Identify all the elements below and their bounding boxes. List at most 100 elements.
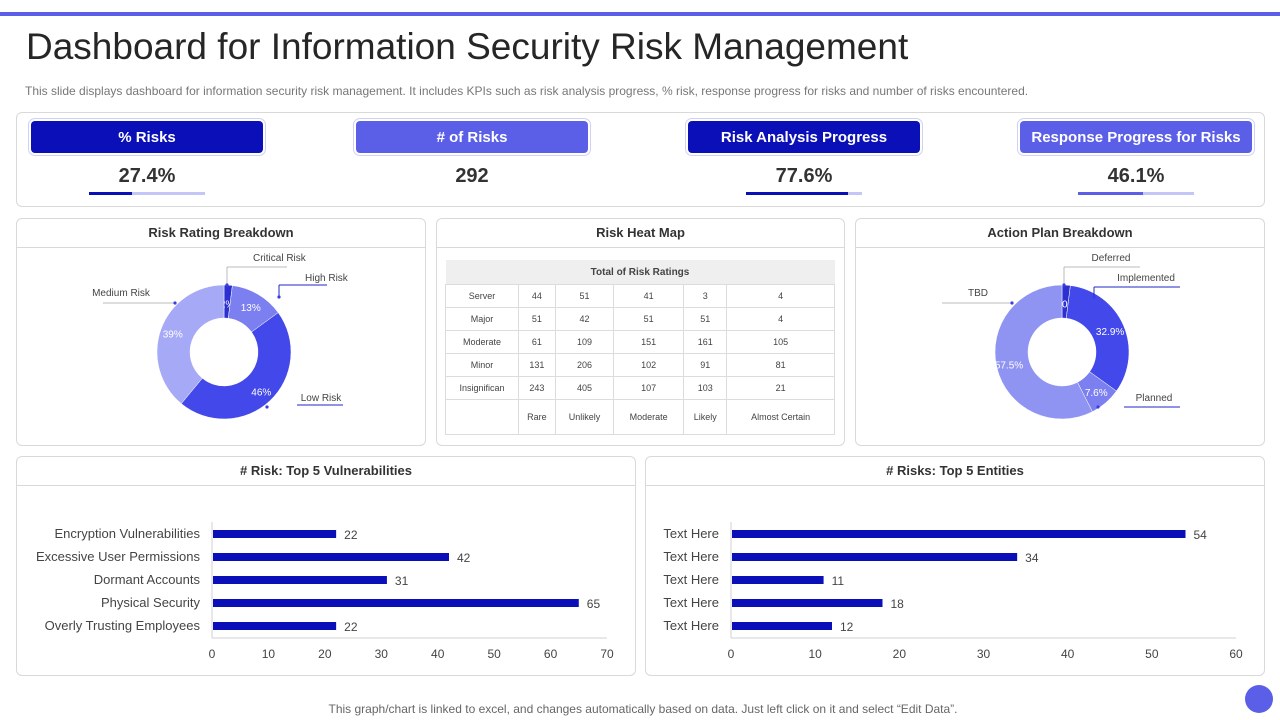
- kpi-number-risks-button[interactable]: # of Risks: [356, 121, 588, 153]
- heat-map-cell-insignifican-likely[interactable]: 103: [683, 376, 728, 400]
- table-row: Moderate 61 109 151 161 105: [445, 330, 835, 354]
- vulnerabilities-category-label: Encryption Vulnerabilities: [55, 526, 201, 541]
- heat-map-cell-minor-almost-certain[interactable]: 81: [726, 353, 835, 377]
- heat-map-cell-insignifican-moderate[interactable]: 107: [613, 376, 685, 400]
- risk-rating-label-high-risk: High Risk: [305, 273, 349, 284]
- kpi-percent-risks-fill: [89, 192, 133, 195]
- heat-map-column-label-moderate: Moderate: [613, 399, 685, 435]
- vulnerabilities-tick-label: 0: [209, 647, 216, 661]
- heat-map-cell-major-unlikely[interactable]: 42: [554, 307, 615, 331]
- entities-data-label: 11: [832, 574, 845, 588]
- entities-category-label: Text Here: [663, 526, 719, 541]
- heat-map-cell-major-almost-certain[interactable]: 4: [726, 307, 835, 331]
- entities-category-label: Text Here: [663, 618, 719, 633]
- heat-map-cell-major-likely[interactable]: 51: [683, 307, 728, 331]
- heat-map-cell-minor-likely[interactable]: 91: [683, 353, 728, 377]
- action-plan-callout-dot-deferred: [1062, 283, 1066, 287]
- vulnerabilities-category-label: Physical Security: [101, 595, 200, 610]
- heat-map-cell-server-moderate[interactable]: 41: [613, 284, 685, 308]
- entities-tick-label: 20: [893, 647, 907, 661]
- kpi-number-risks: # of Risks 292: [356, 121, 588, 188]
- entities-bar[interactable]: [732, 622, 832, 630]
- heat-map-cell-moderate-rare[interactable]: 61: [518, 330, 556, 354]
- risk-rating-callout-dot-critical-risk: [225, 283, 229, 287]
- heat-map-cell-server-unlikely[interactable]: 51: [554, 284, 615, 308]
- heat-map-cell-moderate-almost-certain[interactable]: 105: [726, 330, 835, 354]
- action-plan-label-tbd: TBD: [968, 288, 988, 299]
- table-row: Server 44 51 41 3 4: [445, 284, 835, 308]
- entities-data-label: 54: [1194, 528, 1208, 542]
- vulnerabilities-bar[interactable]: [213, 599, 579, 607]
- heat-map-cell-server-likely[interactable]: 3: [683, 284, 728, 308]
- entities-tick-label: 0: [728, 647, 735, 661]
- risk-rating-panel: Risk Rating Breakdown 2% Critical Risk 13%…: [16, 218, 426, 446]
- risk-rating-label-critical-risk: Critical Risk: [253, 253, 307, 264]
- vulnerabilities-category-label: Excessive User Permissions: [36, 549, 200, 564]
- entities-bar[interactable]: [732, 576, 824, 584]
- heat-map-column-label-unlikely: Unlikely: [554, 399, 615, 435]
- entities-data-label: 12: [840, 620, 854, 634]
- vulnerabilities-data-label: 65: [587, 597, 601, 611]
- entities-bar[interactable]: [732, 599, 883, 607]
- vulnerabilities-bar[interactable]: [213, 530, 337, 538]
- entities-bar-chart: 0 10 20 30 40 50 60 Text Here 54 Text Here 34 Text …: [663, 522, 1243, 661]
- heat-map-cell-insignifican-almost-certain[interactable]: 21: [726, 376, 835, 400]
- action-plan-donut-chart: 2.0% Deferred 32.9% Implemented 7.6% Planned 5…: [942, 253, 1180, 420]
- kpi-percent-risks-button[interactable]: % Risks: [31, 121, 263, 153]
- heat-map-table: Total of Risk Ratings Server 44 51 41 3 4 Major…: [445, 260, 835, 435]
- vulnerabilities-bar[interactable]: [213, 622, 337, 630]
- heat-map-cell-minor-unlikely[interactable]: 206: [554, 353, 615, 377]
- heat-map-cell-major-rare[interactable]: 51: [518, 307, 556, 331]
- entities-data-label: 18: [891, 597, 905, 611]
- heat-map-cell-moderate-likely[interactable]: 161: [683, 330, 728, 354]
- risk-rating-value-medium-risk: 39%: [163, 330, 183, 341]
- action-plan-callout-dot-planned: [1096, 405, 1100, 409]
- risk-rating-title: Risk Rating Breakdown: [17, 219, 425, 248]
- risk-rating-slice-medium-risk[interactable]: [156, 284, 225, 404]
- footer-note: This graph/chart is linked to excel, and…: [328, 702, 958, 716]
- vulnerabilities-tick-label: 40: [431, 647, 445, 661]
- heat-map-cell-insignifican-unlikely[interactable]: 405: [554, 376, 615, 400]
- heat-map-cell-moderate-moderate[interactable]: 151: [613, 330, 685, 354]
- heat-map-cell-minor-rare[interactable]: 131: [518, 353, 556, 377]
- kpi-risk-analysis-progress-value: 77.6%: [775, 165, 833, 187]
- entities-tick-label: 40: [1061, 647, 1075, 661]
- vulnerabilities-data-label: 22: [344, 620, 358, 634]
- vulnerabilities-tick-label: 30: [375, 647, 389, 661]
- heat-map-cell-minor-moderate[interactable]: 102: [613, 353, 685, 377]
- heat-map-row-label-moderate: Moderate: [445, 330, 519, 354]
- corner-circle-button[interactable]: [1245, 685, 1273, 713]
- action-plan-value-planned: 7.6%: [1085, 388, 1108, 399]
- heat-map-row-label-major: Major: [445, 307, 519, 331]
- risk-rating-label-medium-risk: Medium Risk: [92, 288, 151, 299]
- kpi-risk-analysis-progress-bar: [746, 192, 862, 195]
- heat-map-row-label-minor: Minor: [445, 353, 519, 377]
- vulnerabilities-tick-label: 50: [487, 647, 501, 661]
- kpi-risk-analysis-progress-button[interactable]: Risk Analysis Progress: [688, 121, 920, 153]
- vulnerabilities-bar[interactable]: [213, 553, 449, 561]
- entities-bar[interactable]: [732, 553, 1018, 561]
- heat-map-cell-moderate-unlikely[interactable]: 109: [554, 330, 615, 354]
- kpi-response-progress: Response Progress for Risks 46.1%: [1020, 121, 1252, 195]
- vulnerabilities-category-label: Dormant Accounts: [94, 572, 201, 587]
- entities-bar[interactable]: [732, 530, 1186, 538]
- risk-rating-slice-low-risk[interactable]: [180, 312, 292, 420]
- action-plan-slice-implemented[interactable]: [1065, 285, 1130, 392]
- kpi-response-progress-button[interactable]: Response Progress for Risks: [1020, 121, 1252, 153]
- heat-map-corner-cell: [445, 399, 519, 435]
- heat-map-cell-server-almost-certain[interactable]: 4: [726, 284, 835, 308]
- entities-title: # Risks: Top 5 Entities: [646, 457, 1264, 486]
- entities-tick-label: 30: [977, 647, 991, 661]
- heat-map-cell-major-moderate[interactable]: 51: [613, 307, 685, 331]
- kpi-number-risks-value: 292: [455, 165, 489, 187]
- heat-map-cell-insignifican-rare[interactable]: 243: [518, 376, 556, 400]
- vulnerabilities-tick-label: 60: [544, 647, 558, 661]
- risk-rating-callout-dot-medium-risk: [173, 301, 177, 305]
- heat-map-cell-server-rare[interactable]: 44: [518, 284, 556, 308]
- action-plan-callout-dot-implemented: [1092, 295, 1096, 299]
- heat-map-panel: Risk Heat Map Total of Risk Ratings Serve…: [436, 218, 845, 446]
- vulnerabilities-bar[interactable]: [213, 576, 387, 584]
- kpi-risk-analysis-progress: Risk Analysis Progress 77.6%: [688, 121, 920, 195]
- action-plan-panel: Action Plan Breakdown 2.0% Deferred 32.9% I…: [855, 218, 1265, 446]
- risk-rating-donut-chart: 2% Critical Risk 13% High Risk 46% Low Risk 39…: [92, 253, 349, 420]
